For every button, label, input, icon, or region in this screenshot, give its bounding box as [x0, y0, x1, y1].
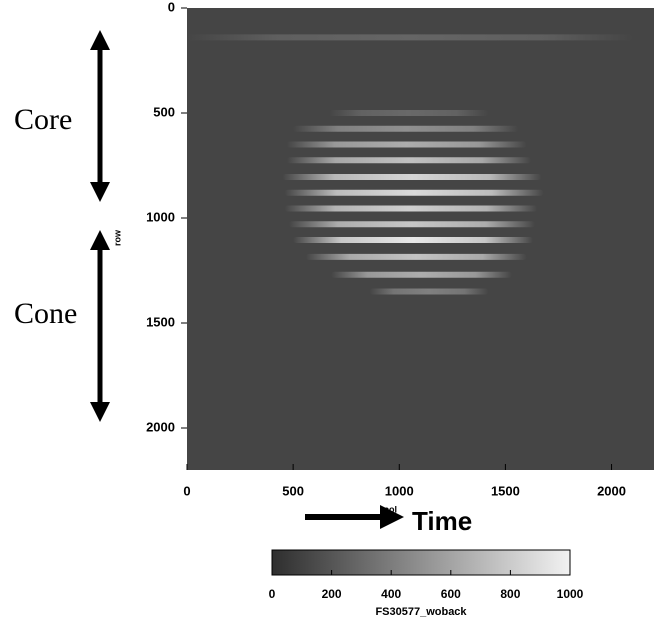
band: [288, 221, 536, 228]
y-tick-label: 0: [168, 0, 175, 14]
x-tick-label: 1500: [491, 483, 520, 498]
band: [187, 34, 633, 41]
band: [305, 253, 527, 260]
colorbar-tick-label: 400: [381, 587, 401, 601]
time-label: Time: [412, 506, 472, 536]
colorbar: [271, 549, 571, 576]
y-tick-label: 2000: [146, 419, 175, 434]
x-axis-label: col: [384, 504, 397, 514]
band: [286, 141, 527, 148]
band: [369, 288, 489, 295]
y-axis-label: row: [112, 229, 122, 246]
colorbar-tick-label: 1000: [557, 587, 584, 601]
y-tick-label: 1500: [146, 314, 175, 329]
colorbar-tick-label: 200: [322, 587, 342, 601]
band: [284, 189, 544, 196]
band: [282, 174, 542, 181]
band: [329, 110, 489, 116]
x-tick-label: 0: [183, 483, 190, 498]
core-label: Core: [14, 103, 72, 136]
colorbar-tick-label: 600: [441, 587, 461, 601]
x-tick-label: 1000: [385, 483, 414, 498]
band: [293, 125, 519, 132]
band: [331, 271, 512, 278]
colorbar-label: FS30577_woback: [375, 606, 467, 618]
colorbar-tick-label: 800: [500, 587, 520, 601]
band: [284, 205, 538, 212]
x-tick-label: 500: [282, 483, 304, 498]
colorbar-tick-label: 0: [269, 587, 276, 601]
band: [286, 157, 531, 164]
cone-label: Cone: [14, 297, 77, 330]
x-tick-label: 2000: [597, 483, 626, 498]
y-tick-label: 1000: [146, 209, 175, 224]
band: [293, 237, 534, 244]
y-tick-label: 500: [153, 104, 175, 119]
